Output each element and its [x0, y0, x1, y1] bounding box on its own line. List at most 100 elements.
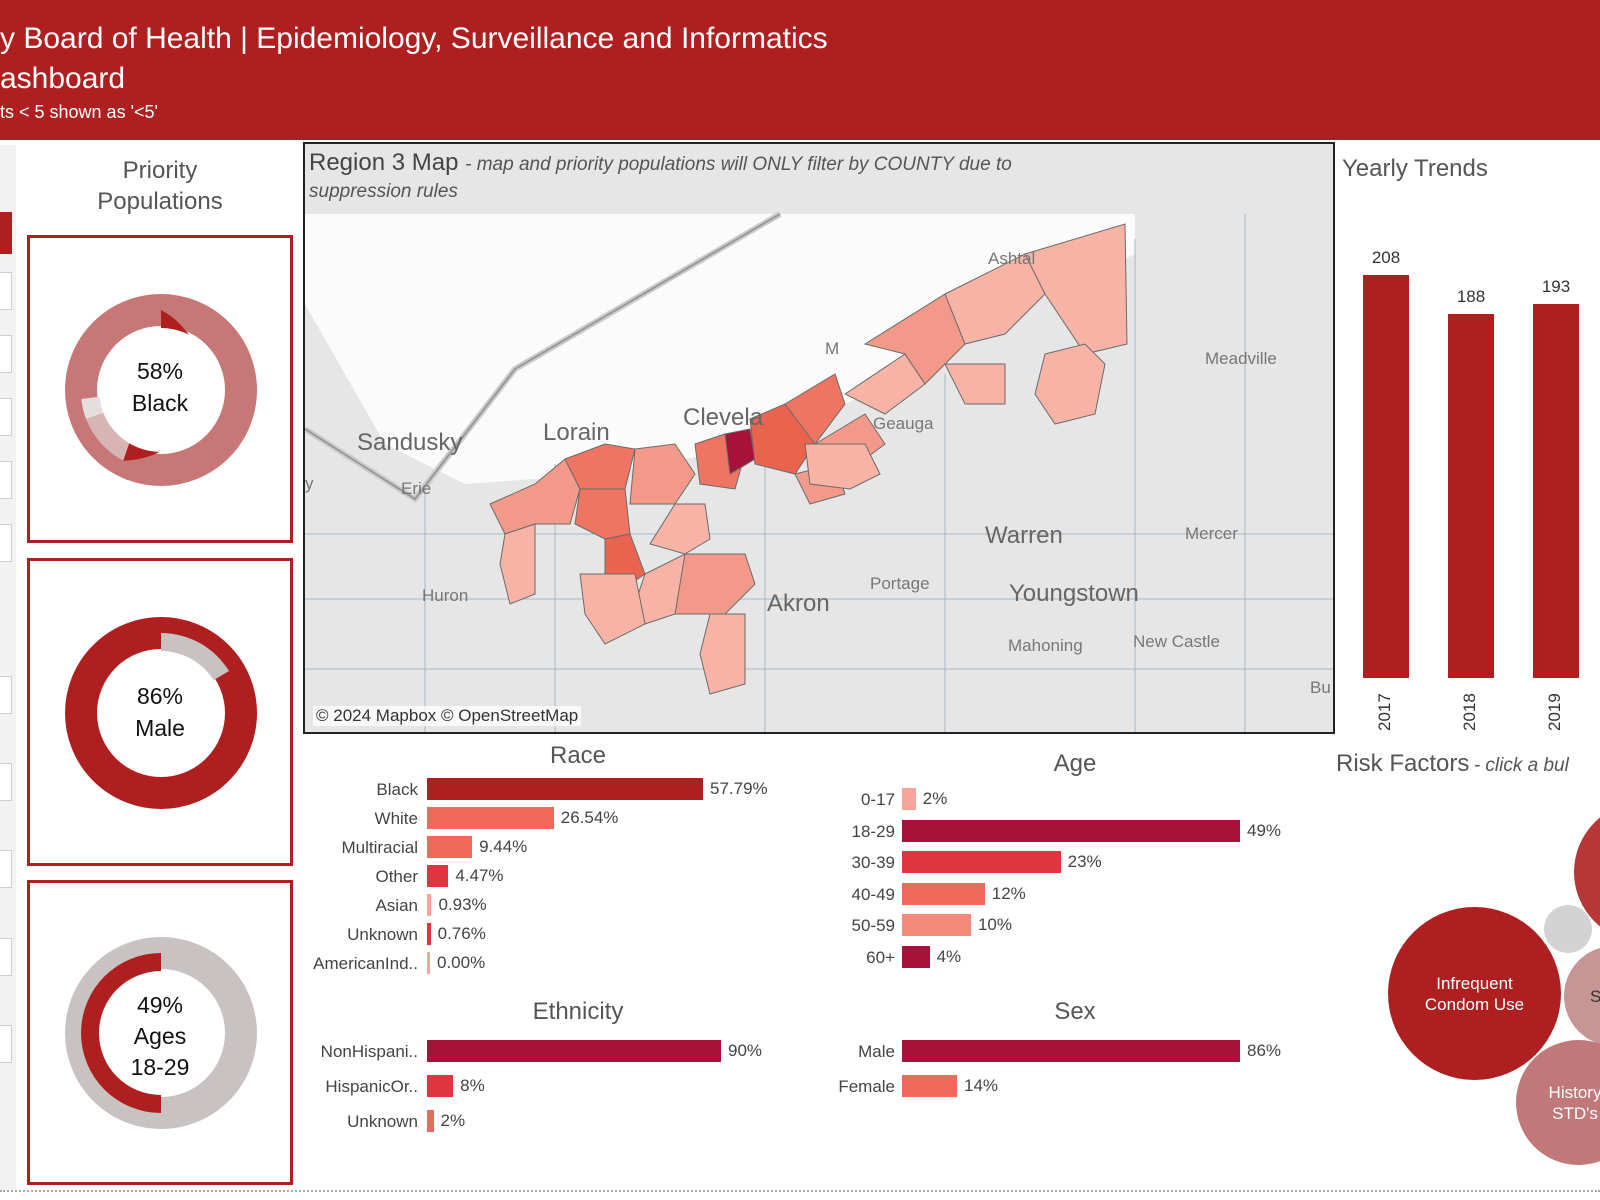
- donut-pct: 86%: [136, 683, 184, 709]
- county-shapes[interactable]: [489, 223, 1128, 695]
- race-bar[interactable]: [427, 894, 432, 916]
- yearly-year-label: 2019: [1545, 693, 1564, 731]
- donut-chart-sex: [65, 617, 257, 809]
- race-bar[interactable]: [427, 952, 430, 974]
- donut-group-2: 18-29: [130, 1054, 190, 1080]
- age-bar-label: 0-17: [860, 790, 895, 809]
- donut-pct: 49%: [136, 992, 184, 1018]
- race-bar-value: 0.93%: [438, 895, 487, 914]
- map-label-m: M: [825, 339, 840, 358]
- donut-group: Black: [131, 390, 189, 416]
- age-bar-value: 23%: [1067, 852, 1102, 871]
- filter-control[interactable]: [0, 676, 12, 714]
- sex-bar-value: 14%: [964, 1076, 999, 1095]
- ethnicity-bar[interactable]: [427, 1110, 434, 1132]
- yearly-year-label: 2018: [1460, 693, 1479, 731]
- ethnicity-bar-label: HispanicOr..: [325, 1077, 418, 1096]
- risk-bubble-small[interactable]: [1544, 905, 1592, 953]
- age-bar[interactable]: [902, 945, 930, 968]
- age-bar-value: 2%: [922, 789, 948, 808]
- priority-title-line1: Priority: [122, 157, 198, 184]
- donut-card-age[interactable]: 49% Ages 18-29: [27, 880, 293, 1185]
- map-label-sandusky: Sandusky: [357, 429, 463, 456]
- race-bar-value: 0.00%: [437, 953, 486, 972]
- risk-bubble-label: History STD's: [1548, 1082, 1600, 1123]
- map-copyright[interactable]: © 2024 Mapbox © OpenStreetMap: [313, 706, 582, 726]
- yearly-year-label: 2017: [1375, 693, 1394, 731]
- donut-pct: 58%: [136, 358, 184, 384]
- map-label-huron: Huron: [422, 586, 469, 605]
- age-title: Age: [1053, 750, 1097, 777]
- race-bar-label: Multiracial: [341, 838, 418, 857]
- filter-control[interactable]: [0, 1025, 12, 1063]
- donut-card-sex[interactable]: 86% Male: [27, 558, 293, 866]
- filter-control[interactable]: [0, 850, 12, 888]
- race-bar-value: 26.54%: [560, 808, 619, 827]
- donut-segment-18-29: [81, 953, 161, 1113]
- map-label-youngstown: Youngstown: [1009, 580, 1139, 607]
- race-title: Race: [549, 742, 607, 769]
- header-banner: y Board of Health | Epidemiology, Survei…: [0, 0, 1600, 140]
- ethnicity-bar-value: 8%: [460, 1076, 485, 1095]
- yearly-bar[interactable]: [1533, 304, 1579, 678]
- yearly-bar-value: 188: [1456, 286, 1486, 306]
- filter-control[interactable]: [0, 461, 12, 499]
- donut-chart-age: [65, 937, 257, 1129]
- race-bar[interactable]: [427, 778, 703, 800]
- filter-control[interactable]: [0, 938, 12, 976]
- race-bar[interactable]: [427, 836, 473, 858]
- ethnicity-chart[interactable]: Ethnicity NonHispani.. 90% HispanicOr.. 8% U…: [303, 998, 803, 1148]
- lake-erie: [305, 214, 1135, 484]
- age-bar[interactable]: [902, 851, 1061, 873]
- race-bar-label: White: [374, 809, 418, 828]
- sex-bar-value: 86%: [1247, 1041, 1282, 1060]
- yearly-bar[interactable]: [1363, 275, 1409, 678]
- race-bar[interactable]: [427, 923, 431, 945]
- sex-chart[interactable]: Sex Male 86% Female 14%: [830, 998, 1320, 1118]
- age-bar[interactable]: [902, 788, 916, 810]
- donut-segment-female: [161, 633, 229, 687]
- race-bar-label: AmericanInd..: [313, 954, 418, 973]
- race-bar[interactable]: [427, 807, 554, 829]
- filter-control[interactable]: [0, 335, 12, 373]
- map-label-warren: Warren: [985, 522, 1063, 549]
- age-bar-label: 60+: [866, 947, 895, 967]
- filter-control[interactable]: [0, 272, 12, 310]
- age-chart[interactable]: Age 0-17 2% 18-29 49% 30-39 23% 40-49 12% 50-59 1…: [830, 750, 1320, 970]
- risk-bubble-chart[interactable]: Infrequent Condom Use Sy History STD's: [1336, 790, 1600, 1190]
- yearly-trends-chart[interactable]: 208 2017 188 2018 193 2019: [1342, 215, 1600, 735]
- filter-selected-tab[interactable]: [0, 212, 12, 254]
- sex-bar[interactable]: [902, 1040, 1240, 1062]
- age-bar-value: 10%: [977, 915, 1012, 934]
- race-bar-label: Unknown: [347, 925, 418, 944]
- map-title-text: Region 3 Map: [309, 149, 459, 176]
- map-canvas[interactable]: [305, 144, 1333, 732]
- ethnicity-title: Ethnicity: [532, 998, 624, 1025]
- age-bar[interactable]: [902, 882, 985, 905]
- race-bar[interactable]: [427, 865, 449, 887]
- map-label-y: y: [305, 474, 314, 493]
- region-map[interactable]: Region 3 Map - map and priority populati…: [303, 142, 1335, 734]
- risk-bubble-syphilis[interactable]: Sy: [1564, 946, 1600, 1046]
- filter-control[interactable]: [0, 398, 12, 436]
- yearly-bar[interactable]: [1448, 313, 1494, 678]
- ethnicity-bar-value: 90%: [728, 1041, 763, 1060]
- yearly-bar-value: 193: [1541, 277, 1571, 297]
- age-bar-label: 18-29: [851, 821, 895, 841]
- donut-card-race[interactable]: 58% Black: [27, 235, 293, 543]
- map-label-lorain: Lorain: [543, 419, 610, 446]
- filter-control[interactable]: [0, 524, 12, 562]
- race-chart[interactable]: Race Black 57.79% White 26.54% Multiracial 9.…: [303, 742, 803, 982]
- header-note: ts < 5 shown as '<5': [0, 102, 158, 122]
- ethnicity-bar[interactable]: [427, 1075, 454, 1097]
- risk-bubble-infrequent-condom-use[interactable]: Infrequent Condom Use: [1388, 907, 1561, 1080]
- map-label-akron: Akron: [767, 590, 830, 617]
- age-bar[interactable]: [902, 914, 971, 936]
- donut-chart-race: [65, 294, 257, 486]
- age-bar[interactable]: [902, 819, 1240, 842]
- ethnicity-bar[interactable]: [427, 1040, 721, 1062]
- sex-title: Sex: [1054, 998, 1096, 1025]
- age-bar-label: 30-39: [851, 853, 895, 872]
- filter-control[interactable]: [0, 763, 12, 801]
- sex-bar[interactable]: [902, 1075, 958, 1097]
